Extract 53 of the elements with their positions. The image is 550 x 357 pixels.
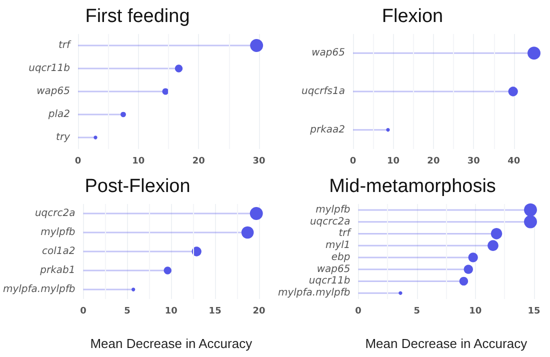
y-tick-label: uqcr11b [28, 63, 70, 74]
point [464, 264, 473, 274]
y-tick-label: mylpfa.mylpfb [3, 284, 76, 295]
x-tick-label: 20 [427, 156, 440, 166]
x-tick-label: 30 [252, 156, 266, 166]
y-tick-label: uqcrc2a [34, 208, 76, 219]
x-tick-label: 5 [414, 306, 420, 316]
point [468, 252, 478, 262]
y-tick-label: wap65 [316, 264, 350, 275]
point [162, 88, 169, 95]
x-tick-label: 10 [469, 306, 482, 316]
y-tick-label: wap65 [36, 86, 70, 97]
y-tick-label: trf [58, 40, 72, 51]
x-tick-label: 0 [74, 156, 82, 166]
point [459, 276, 468, 286]
x-tick-label: 0 [355, 306, 362, 316]
chart-title: First feeding [85, 6, 190, 27]
x-axis-title: Mean Decrease in Accuracy [90, 336, 253, 351]
y-tick-label: try [56, 132, 72, 143]
y-tick-label: mylpfb [40, 227, 76, 238]
y-tick-label: mylpfa.mylpfb [278, 288, 350, 299]
y-tick-label: ebp [331, 252, 350, 263]
chart-title: Post-Flexion [84, 176, 190, 197]
y-tick-label: trf [338, 228, 352, 240]
x-tick-label: 15 [528, 306, 540, 316]
point [490, 228, 502, 240]
x-tick-label: 10 [386, 156, 400, 166]
y-tick-label: mylpfb [316, 204, 350, 216]
x-tick-label: 20 [252, 306, 266, 316]
y-tick-label: prkaa2 [309, 124, 345, 136]
y-tick-label: uqcrc2a [310, 216, 350, 228]
x-tick-label: 5 [124, 306, 130, 316]
x-tick-label: 40 [508, 156, 520, 166]
y-tick-label: col1a2 [42, 246, 76, 257]
y-tick-label: uqcrfs1a [301, 86, 345, 97]
x-tick-label: 15 [208, 306, 222, 316]
x-axis-title: Mean Decrease in Accuracy [365, 336, 528, 351]
y-tick-label: prkab1 [39, 265, 76, 276]
x-tick-label: 10 [164, 306, 178, 316]
point [488, 240, 498, 251]
x-tick-label: 0 [350, 156, 356, 166]
y-tick-label: pla2 [47, 109, 70, 120]
point [120, 112, 126, 118]
chart-title: Flexion [382, 6, 444, 27]
point [174, 64, 183, 72]
x-tick-label: 0 [80, 306, 86, 316]
chart-title: Mid-metamorphosis [329, 176, 496, 197]
y-tick-label: myl1 [325, 240, 350, 252]
y-tick-label: wap65 [312, 48, 345, 59]
x-tick-label: 20 [192, 156, 205, 166]
x-tick-label: 30 [467, 156, 480, 166]
x-tick-label: 10 [132, 156, 145, 166]
y-tick-label: uqcr11b [308, 276, 350, 287]
